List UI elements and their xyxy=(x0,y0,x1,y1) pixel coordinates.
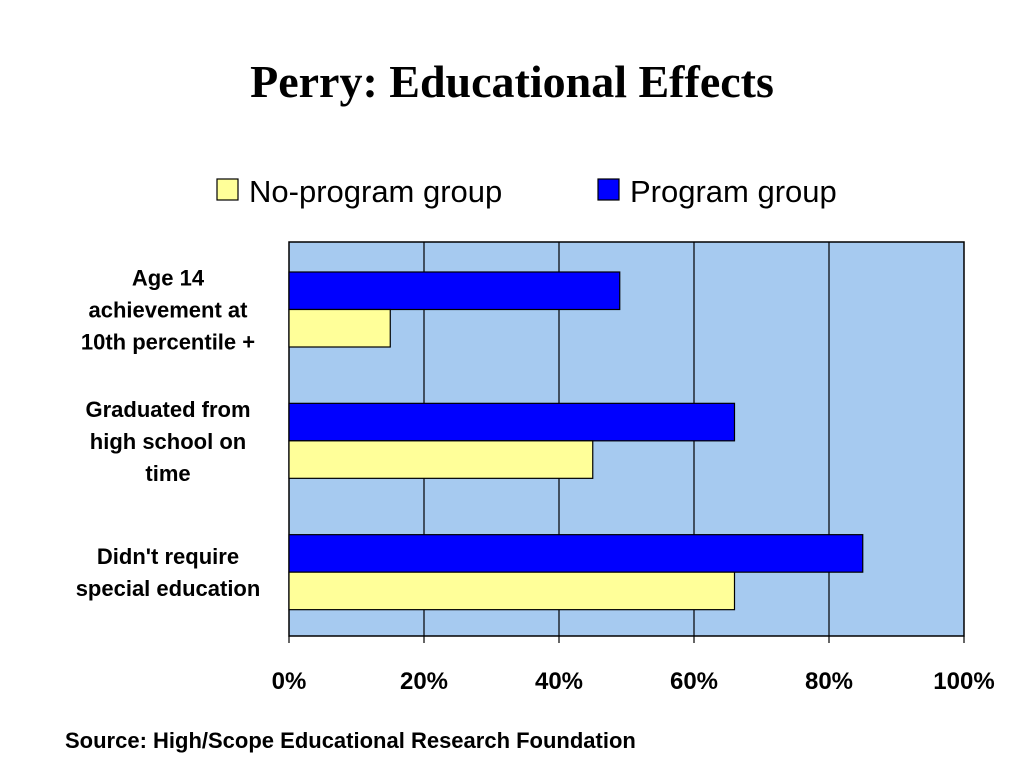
category-label-line: Age 14 xyxy=(132,266,205,291)
x-tick-label-2: 40% xyxy=(535,668,583,695)
category-label-line: 10th percentile + xyxy=(81,330,255,355)
x-tick-label-4: 80% xyxy=(805,668,853,695)
bar-program-1 xyxy=(288,402,736,442)
legend-label-0: No-program group xyxy=(249,174,502,209)
bar-program-2 xyxy=(288,534,864,573)
category-label-line: high school on xyxy=(90,429,246,454)
x-tick-label-0: 0% xyxy=(272,668,307,695)
category-label-line: Didn't require xyxy=(97,544,239,569)
bar-no-program-1 xyxy=(288,440,594,479)
source-note: Source: High/Scope Educational Research … xyxy=(65,728,636,753)
chart-title: Perry: Educational Effects xyxy=(250,56,774,107)
x-tick-label-3: 60% xyxy=(670,668,718,695)
legend-label-1: Program group xyxy=(630,174,837,209)
bar-no-program-2 xyxy=(288,571,736,611)
category-label-line: time xyxy=(145,461,190,486)
x-tick-label-1: 20% xyxy=(400,668,448,695)
bar-no-program-0 xyxy=(288,308,391,348)
category-label-2: Didn't require special education xyxy=(76,544,261,601)
category-label-line: special education xyxy=(76,576,261,601)
legend-swatch-1 xyxy=(597,178,620,201)
legend-swatch-0 xyxy=(216,178,239,201)
x-tick-label-5: 100% xyxy=(933,668,994,695)
category-label-0: Age 14 achievement at 10th percentile + xyxy=(81,266,255,355)
bar-program-0 xyxy=(288,271,621,311)
category-label-1: Graduated from high school on time xyxy=(85,397,250,486)
category-label-line: Graduated from xyxy=(85,397,250,422)
category-label-line: achievement at xyxy=(89,298,249,323)
